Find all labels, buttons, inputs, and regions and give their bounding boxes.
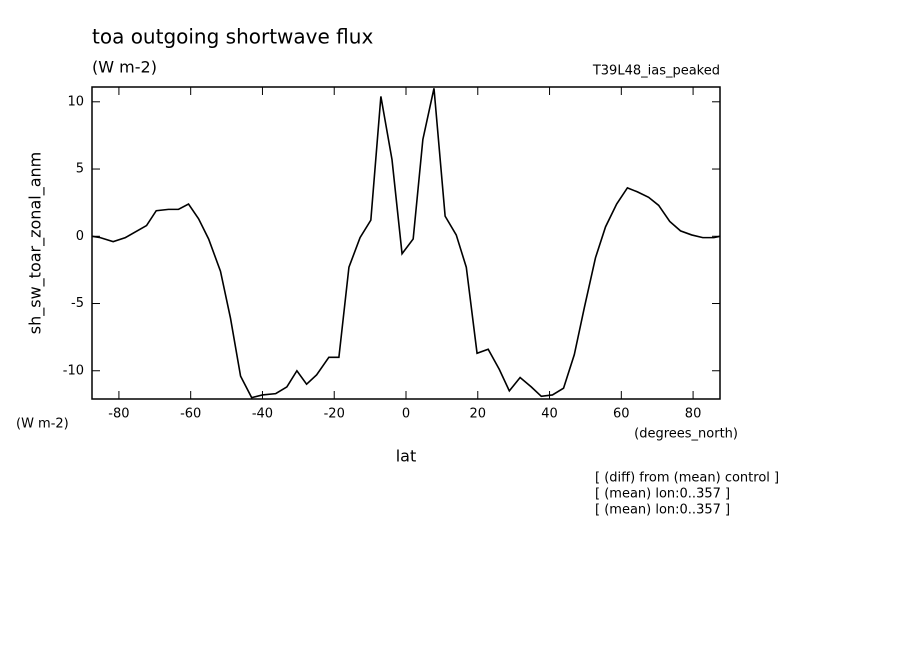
note: [ (mean) lon:0..357 ] <box>595 503 730 518</box>
y-tick-label: 0 <box>76 229 84 244</box>
x-tick-label: -40 <box>252 407 273 422</box>
x-tick-label: -60 <box>180 407 201 422</box>
y-tick-label: -5 <box>71 296 84 311</box>
x-axis-label: lat <box>396 447 417 466</box>
x-tick-label: 80 <box>685 407 702 422</box>
x-units: (degrees_north) <box>634 427 738 442</box>
y-tick-label: 10 <box>67 94 84 109</box>
y-tick-label: -10 <box>63 363 84 378</box>
chart-subtitle: (W m-2) <box>92 58 157 77</box>
run-label: T39L48_ias_peaked <box>592 64 720 79</box>
x-tick-label: 20 <box>469 407 486 422</box>
x-tick-label: -20 <box>324 407 345 422</box>
y-units: (W m-2) <box>16 417 69 432</box>
y-axis-label: sh_sw_toar_zonal_anm <box>26 152 46 334</box>
note: [ (mean) lon:0..357 ] <box>595 487 730 502</box>
data-line <box>92 88 720 399</box>
note: [ (diff) from (mean) control ] <box>595 471 779 486</box>
chart-title: toa outgoing shortwave flux <box>92 25 373 49</box>
x-tick-label: -80 <box>108 407 129 422</box>
x-tick-label: 0 <box>402 407 410 422</box>
x-tick-label: 40 <box>541 407 558 422</box>
y-tick-label: 5 <box>76 162 84 177</box>
x-tick-label: 60 <box>613 407 630 422</box>
